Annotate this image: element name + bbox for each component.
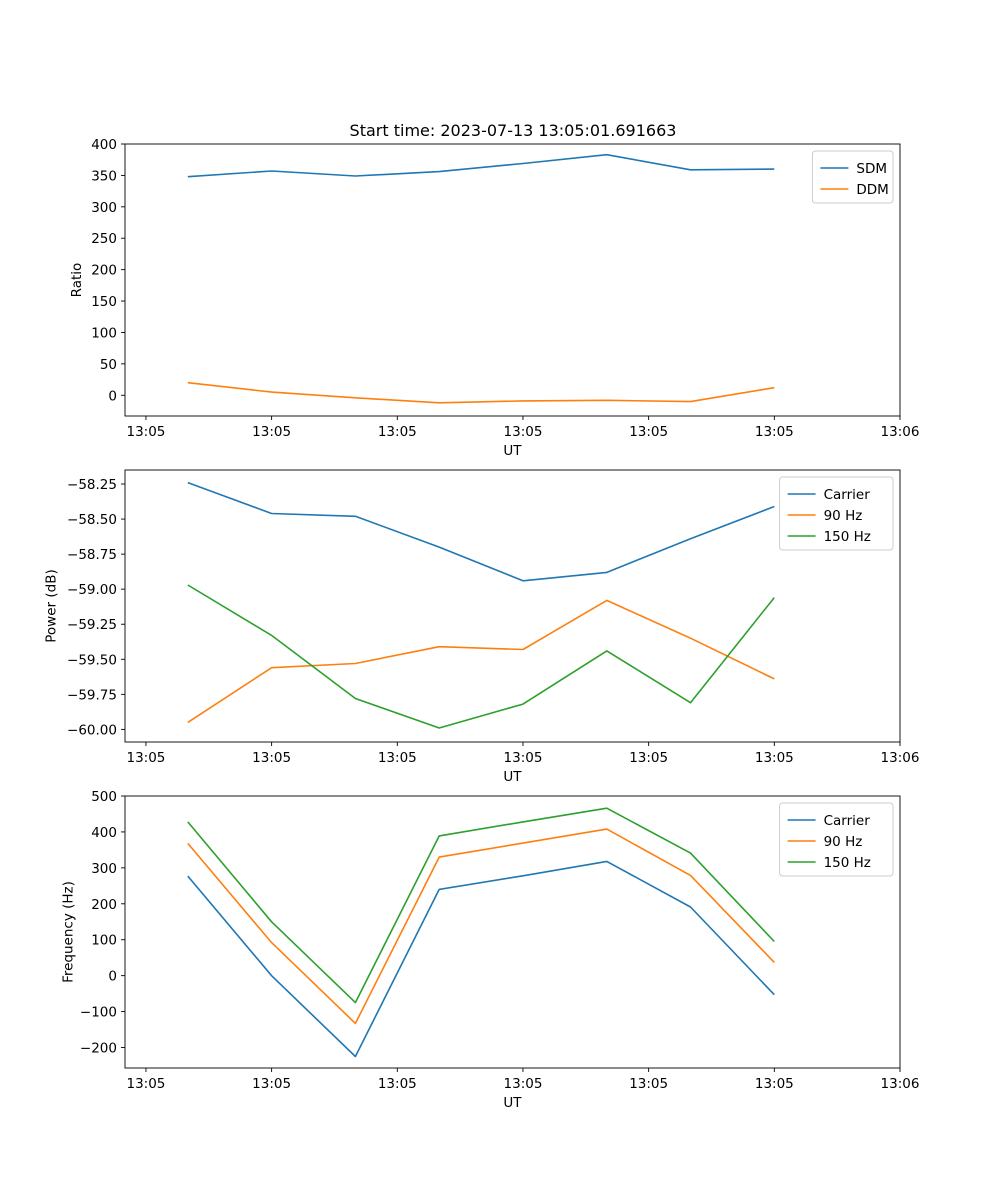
legend-box xyxy=(779,802,894,877)
y-tick-label: −59.75 xyxy=(67,687,117,703)
figure-title: Start time: 2023-07-13 13:05:01.691663 xyxy=(350,121,677,140)
legend-label: SDM xyxy=(856,161,887,177)
y-tick-label: −59.00 xyxy=(67,582,117,598)
x-tick-label: 13:05 xyxy=(504,1076,543,1092)
subplot-1: 13:05 13:05 13:05 13:05 13:05 13:05 13:06 0 50 10… xyxy=(69,137,919,459)
x-tick-label: 13:05 xyxy=(755,1076,794,1092)
x-tick-label: 13:05 xyxy=(504,424,543,440)
series-line-carrier xyxy=(187,860,775,1058)
y-axis-label: Ratio xyxy=(69,263,85,298)
axes-frame xyxy=(124,143,901,417)
y-tick-label: −59.50 xyxy=(67,652,117,668)
series-line-90-hz xyxy=(187,599,775,724)
subplots: 13:05 13:05 13:05 13:05 13:05 13:05 13:06 0 50 10… xyxy=(43,137,919,1111)
series-line-ddm xyxy=(187,381,775,404)
y-tick-label: 400 xyxy=(91,137,117,153)
series-line-carrier xyxy=(187,481,775,582)
x-tick-label: 13:05 xyxy=(629,750,668,766)
x-axis-label: UT xyxy=(503,769,522,785)
x-tick-label: 13:05 xyxy=(755,424,794,440)
x-tick-label: 13:05 xyxy=(378,1076,417,1092)
y-tick-label: 250 xyxy=(91,231,117,247)
x-tick-label: 13:05 xyxy=(126,1076,165,1092)
axes-frame xyxy=(124,469,901,743)
legend-box xyxy=(811,150,894,204)
legend-label: 150 Hz xyxy=(824,529,871,545)
y-tick-label: −100 xyxy=(80,1005,117,1021)
legend-box xyxy=(779,476,894,551)
legend-label: Carrier xyxy=(824,487,871,503)
legend-label: DDM xyxy=(856,182,888,198)
y-tick-label: 150 xyxy=(91,294,117,310)
x-axis-label: UT xyxy=(503,443,522,459)
y-tick-label: −200 xyxy=(80,1041,117,1057)
x-tick-label: 13:05 xyxy=(504,750,543,766)
y-tick-label: 400 xyxy=(91,825,117,841)
axes-frame xyxy=(124,795,901,1069)
y-tick-label: 100 xyxy=(91,933,117,949)
y-tick-label: 100 xyxy=(91,325,117,341)
x-tick-label: 13:05 xyxy=(252,424,291,440)
y-tick-label: −59.25 xyxy=(67,617,117,633)
series-line-150-hz xyxy=(187,584,775,729)
y-tick-label: −58.50 xyxy=(67,512,117,528)
y-tick-label: 300 xyxy=(91,200,117,216)
series-line-90-hz xyxy=(187,828,775,1025)
y-axis-label: Frequency (Hz) xyxy=(61,881,77,983)
x-tick-label: 13:05 xyxy=(378,424,417,440)
legend: SDM DDM xyxy=(811,150,894,204)
legend-label: 90 Hz xyxy=(824,508,863,524)
x-tick-label: 13:05 xyxy=(378,750,417,766)
x-tick-label: 13:05 xyxy=(126,424,165,440)
legend-label: Carrier xyxy=(824,813,871,829)
y-tick-label: 200 xyxy=(91,897,117,913)
series-line-sdm xyxy=(187,153,775,178)
x-tick-label: 13:05 xyxy=(629,424,668,440)
x-tick-label: 13:05 xyxy=(126,750,165,766)
y-tick-label: −60.00 xyxy=(67,722,117,738)
x-tick-label: 13:05 xyxy=(755,750,794,766)
legend: Carrier 90 Hz 150 Hz xyxy=(779,476,894,551)
y-axis-label: Power (dB) xyxy=(43,569,59,642)
y-tick-label: 0 xyxy=(108,969,117,985)
y-tick-label: −58.75 xyxy=(67,547,117,563)
x-axis-label: UT xyxy=(503,1095,522,1111)
y-tick-label: 300 xyxy=(91,861,117,877)
x-tick-label: 13:06 xyxy=(881,750,920,766)
legend-label: 150 Hz xyxy=(824,855,871,871)
subplot-3: 13:05 13:05 13:05 13:05 13:05 13:05 13:06 −200 −… xyxy=(61,789,920,1111)
y-tick-label: 200 xyxy=(91,263,117,279)
x-tick-label: 13:05 xyxy=(252,750,291,766)
x-tick-label: 13:05 xyxy=(252,1076,291,1092)
series-line-150-hz xyxy=(187,807,775,1004)
subplot-2: 13:05 13:05 13:05 13:05 13:05 13:05 13:06 −60.0… xyxy=(43,469,920,785)
x-tick-label: 13:06 xyxy=(881,1076,920,1092)
legend: Carrier 90 Hz 150 Hz xyxy=(779,802,894,877)
y-tick-label: 500 xyxy=(91,789,117,805)
y-tick-label: 50 xyxy=(100,357,117,373)
y-tick-label: 0 xyxy=(108,388,117,404)
y-tick-label: 350 xyxy=(91,168,117,184)
y-tick-label: −58.25 xyxy=(67,477,117,493)
x-tick-label: 13:06 xyxy=(881,424,920,440)
legend-label: 90 Hz xyxy=(824,834,863,850)
x-tick-label: 13:05 xyxy=(629,1076,668,1092)
